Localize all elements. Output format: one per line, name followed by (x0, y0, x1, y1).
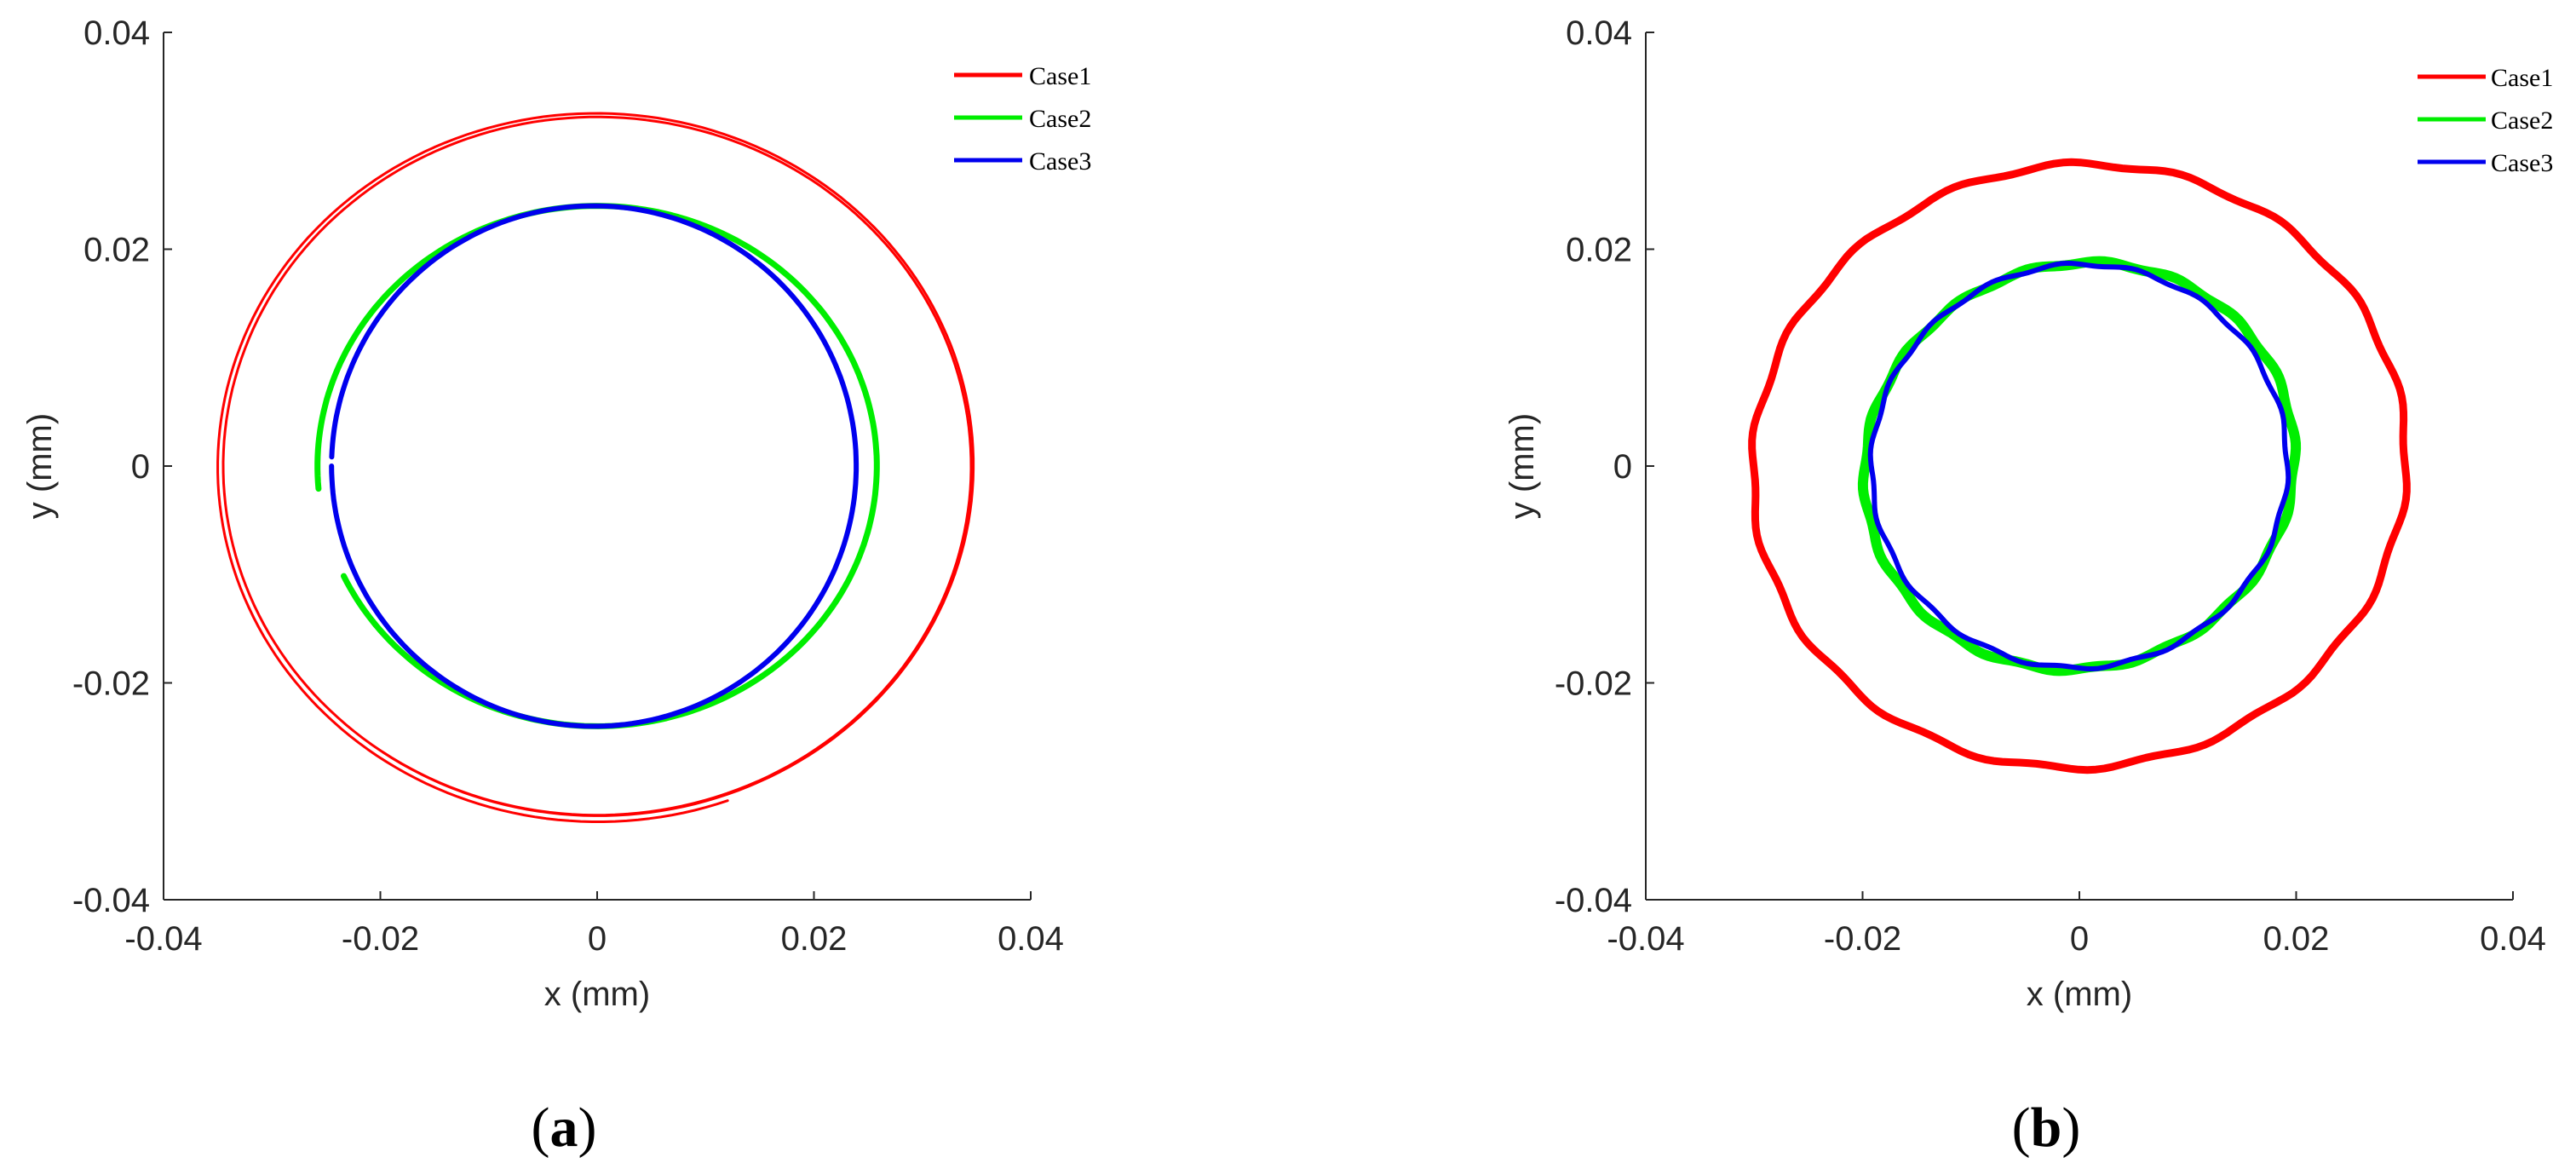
chart-panel-a: -0.04 -0.02 0 0.02 0.04 -0.04 -0.02 0 0.… (21, 14, 1091, 1159)
x-tick-label: 0.02 (2263, 920, 2330, 958)
legend-label-case1: Case1 (1029, 62, 1091, 90)
x-tick-label: 0 (588, 920, 607, 958)
panel-label-close: ) (2061, 1097, 2080, 1159)
panel-label-letter: b (2031, 1097, 2062, 1159)
x-tick-labels-a: -0.04 -0.02 0 0.02 0.04 (124, 920, 1064, 958)
legend-b: Case1 Case2 Case3 (2418, 64, 2553, 177)
y-tick-labels-b: -0.04 -0.02 0 0.02 0.04 (1555, 14, 1632, 919)
y-axis-label-b: y (mm) (1504, 413, 1541, 519)
legend-label-case1: Case1 (2491, 64, 2553, 92)
legend-label-case2: Case2 (2491, 107, 2553, 135)
x-tick-label: 0.04 (2480, 920, 2546, 958)
series-line-case3 (329, 203, 860, 729)
series-line-case2 (1857, 256, 2302, 676)
y-tick-label: 0 (1613, 448, 1632, 486)
y-tick-labels-a: -0.04 -0.02 0 0.02 0.04 (72, 14, 150, 919)
panel-label-b: (b) (2012, 1097, 2081, 1159)
series-line-case2 (314, 203, 880, 729)
y-axis-label-a: y (mm) (21, 413, 59, 519)
panel-label-a: (a) (532, 1097, 597, 1159)
x-tick-label: 0 (2070, 920, 2089, 958)
x-axis-label-a: x (mm) (544, 976, 650, 1013)
x-tick-labels-b: -0.04 -0.02 0 0.02 0.04 (1607, 920, 2546, 958)
y-ticks-b (1646, 32, 1654, 901)
x-ticks-b (1645, 891, 2514, 900)
y-tick-label: -0.02 (1555, 665, 1632, 703)
x-tick-label: -0.02 (1824, 920, 1901, 958)
series-group-b (1748, 158, 2411, 774)
y-tick-label: 0.04 (83, 14, 150, 52)
y-tick-label: 0.02 (1566, 232, 1632, 269)
y-tick-label: 0.04 (1566, 14, 1632, 52)
legend-label-case3: Case3 (1029, 147, 1091, 176)
x-axis-label-b: x (mm) (2027, 976, 2132, 1013)
x-tick-label: -0.04 (124, 920, 202, 958)
x-ticks-a (163, 891, 1032, 900)
series-group-a (216, 112, 975, 823)
x-tick-label: -0.02 (342, 920, 419, 958)
x-tick-label: -0.04 (1607, 920, 1684, 958)
series-line-case1 (1748, 158, 2411, 774)
y-tick-label: -0.04 (72, 882, 150, 919)
axes-a (163, 32, 1031, 901)
legend-label-case3: Case3 (2491, 149, 2553, 177)
y-tick-label: 0.02 (83, 232, 150, 269)
legend-label-case2: Case2 (1029, 105, 1091, 133)
panel-label-open: ( (2012, 1097, 2031, 1159)
series-line-case1 (221, 115, 973, 817)
legend-a: Case1 Case2 Case3 (954, 62, 1091, 176)
x-tick-label: 0.02 (781, 920, 848, 958)
series-line-case1-trace2 (216, 112, 975, 823)
panel-label-open: ( (532, 1097, 550, 1159)
series-line-case3 (1867, 261, 2291, 671)
chart-panel-b: -0.04 -0.02 0 0.02 0.04 -0.04 -0.02 0 0.… (1504, 14, 2553, 1159)
panel-label-close: ) (578, 1097, 597, 1159)
y-tick-label: 0 (131, 448, 150, 486)
x-tick-label: 0.04 (998, 920, 1064, 958)
y-ticks-a (164, 32, 172, 901)
y-tick-label: -0.02 (72, 665, 150, 703)
panel-label-letter: a (550, 1097, 578, 1159)
y-tick-label: -0.04 (1555, 882, 1632, 919)
